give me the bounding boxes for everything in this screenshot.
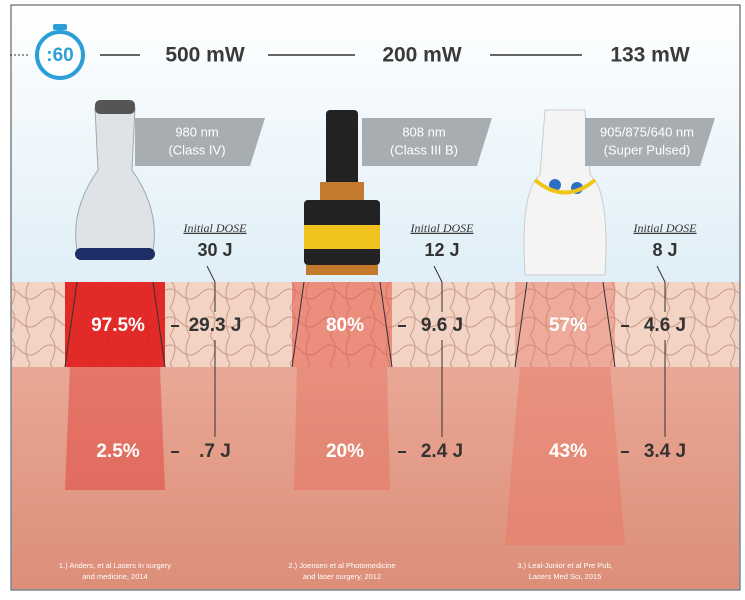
- deep-dose: .7 J: [199, 441, 231, 462]
- wavelength: 905/875/640 nm: [600, 124, 694, 139]
- skin-dose: 4.6 J: [644, 315, 686, 336]
- skin-percent: 57%: [549, 315, 587, 336]
- dose-label: Initial DOSE: [410, 221, 475, 235]
- deep-dose: 2.4 J: [421, 441, 463, 462]
- power-label: 500 mW: [165, 44, 245, 67]
- deep-percent: 2.5%: [96, 441, 139, 462]
- deep-dose: 3.4 J: [644, 441, 686, 462]
- device-band: [304, 225, 380, 249]
- skin-dose: 9.6 J: [421, 315, 463, 336]
- dose-label: Initial DOSE: [183, 221, 248, 235]
- skin-percent: 97.5%: [91, 315, 145, 336]
- device-base: [306, 265, 378, 275]
- initial-dose: 12 J: [424, 240, 459, 260]
- dose-label: Initial DOSE: [633, 221, 698, 235]
- citation: and laser surgery, 2012: [303, 572, 381, 581]
- citation: 3.) Leal-Junior et al Pre Pub,: [517, 561, 612, 570]
- deep-beam: [294, 367, 390, 490]
- page: :60 500 mW 980 nm (Class IV) Initial DOSE 30…: [0, 0, 745, 595]
- initial-dose: 8 J: [652, 240, 677, 260]
- wavelength: 980 nm: [175, 124, 218, 139]
- device-cap: [95, 100, 135, 114]
- power-label: 133 mW: [610, 44, 690, 67]
- device-collar: [320, 182, 364, 200]
- citation: 1.) Anders, et al Lasers in surgery: [59, 561, 171, 570]
- citation: and medicine, 2014: [82, 572, 147, 581]
- device-ring: [75, 248, 155, 260]
- skin-percent: 80%: [326, 315, 364, 336]
- deep-beam: [65, 367, 165, 490]
- timer-label: :60: [46, 45, 73, 66]
- initial-dose: 30 J: [197, 240, 232, 260]
- wavelength: 808 nm: [402, 124, 445, 139]
- timer-knob: [53, 24, 67, 30]
- deep-percent: 43%: [549, 441, 587, 462]
- infographic: :60 500 mW 980 nm (Class IV) Initial DOSE 30…: [0, 0, 745, 595]
- citation: 2.) Joensen et al Photomedicine: [288, 561, 395, 570]
- power-label: 200 mW: [382, 44, 462, 67]
- citation: Lasers Med Sci, 2015: [529, 572, 602, 581]
- deep-percent: 20%: [326, 441, 364, 462]
- laser-class: (Class III B): [390, 142, 458, 157]
- laser-class: (Super Pulsed): [604, 142, 691, 157]
- skin-dose: 29.3 J: [189, 315, 242, 336]
- laser-class: (Class IV): [168, 142, 225, 157]
